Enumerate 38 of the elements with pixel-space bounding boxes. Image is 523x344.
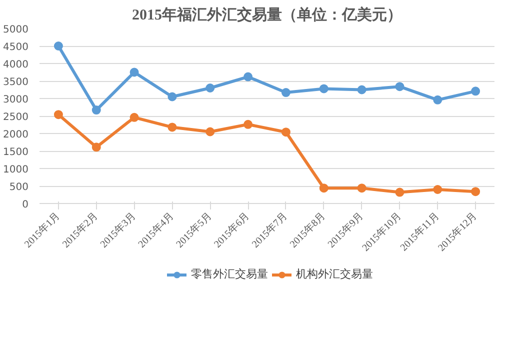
y-tick-label: 3500 <box>3 77 29 88</box>
point <box>244 72 253 82</box>
point <box>92 142 101 152</box>
point <box>168 92 177 102</box>
point <box>54 42 63 50</box>
y-tick-label: 500 <box>9 182 29 193</box>
legend-label: 机构外汇交易量 <box>296 266 373 282</box>
y-tick-label: 2000 <box>3 130 29 140</box>
point <box>244 120 253 129</box>
point <box>471 187 480 196</box>
point <box>433 185 442 194</box>
y-tick-label: 5000 <box>3 24 29 36</box>
y-tick-label: 1500 <box>3 147 29 158</box>
point <box>319 184 328 193</box>
point <box>206 84 215 92</box>
point <box>319 84 328 94</box>
point <box>130 68 139 77</box>
y-tick-label: 1000 <box>3 164 29 176</box>
y-tick-label: 4000 <box>3 60 29 70</box>
y-tick-label: 3000 <box>3 94 29 106</box>
point <box>433 95 442 104</box>
y-tick-label: 4500 <box>3 42 29 53</box>
chart-title: 2015年福汇外汇交易量（单位：亿美元） <box>132 6 402 24</box>
point <box>281 88 290 98</box>
point <box>92 106 101 115</box>
point <box>168 122 177 132</box>
point <box>395 188 404 197</box>
point <box>206 127 215 136</box>
point <box>471 86 480 96</box>
y-tick-label: 2500 <box>3 112 29 123</box>
point <box>130 112 139 122</box>
point <box>357 85 366 94</box>
point <box>54 110 63 120</box>
y-tick-label: 0 <box>22 200 29 210</box>
point <box>357 184 366 193</box>
point <box>395 82 404 92</box>
legend-label: 零售外汇交易量 <box>191 266 268 282</box>
point <box>281 128 290 137</box>
